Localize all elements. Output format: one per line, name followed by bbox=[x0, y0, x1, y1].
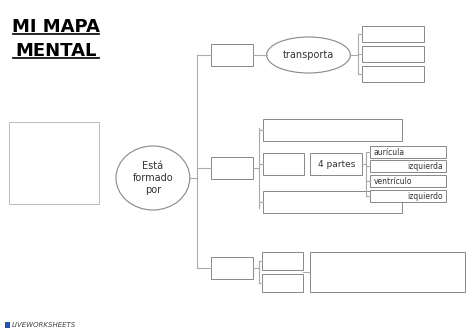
FancyBboxPatch shape bbox=[211, 157, 253, 179]
FancyBboxPatch shape bbox=[370, 175, 446, 187]
Bar bbox=[5, 322, 10, 328]
Ellipse shape bbox=[266, 37, 350, 73]
FancyBboxPatch shape bbox=[262, 274, 303, 292]
Text: transporta: transporta bbox=[283, 50, 334, 60]
FancyBboxPatch shape bbox=[263, 153, 304, 175]
Text: MI MAPA: MI MAPA bbox=[12, 18, 100, 36]
FancyBboxPatch shape bbox=[362, 46, 424, 62]
FancyBboxPatch shape bbox=[262, 252, 303, 270]
Text: LIVEWORKSHEETS: LIVEWORKSHEETS bbox=[12, 322, 76, 328]
FancyBboxPatch shape bbox=[370, 146, 446, 158]
FancyBboxPatch shape bbox=[370, 190, 446, 202]
FancyBboxPatch shape bbox=[211, 257, 253, 279]
Text: Está
formado
por: Está formado por bbox=[133, 161, 173, 195]
Text: izquierda: izquierda bbox=[407, 161, 443, 171]
Text: ventrículo: ventrículo bbox=[374, 177, 412, 186]
Text: 4 partes: 4 partes bbox=[318, 159, 355, 169]
FancyBboxPatch shape bbox=[263, 119, 402, 141]
FancyBboxPatch shape bbox=[362, 26, 424, 42]
Text: izquierdo: izquierdo bbox=[408, 192, 443, 201]
Text: aurícula: aurícula bbox=[374, 147, 404, 156]
FancyBboxPatch shape bbox=[9, 122, 99, 204]
FancyBboxPatch shape bbox=[263, 191, 402, 213]
FancyBboxPatch shape bbox=[310, 153, 362, 175]
FancyBboxPatch shape bbox=[310, 252, 465, 292]
FancyBboxPatch shape bbox=[211, 44, 253, 66]
Text: MENTAL: MENTAL bbox=[16, 42, 97, 60]
FancyBboxPatch shape bbox=[362, 66, 424, 82]
Ellipse shape bbox=[116, 146, 190, 210]
FancyBboxPatch shape bbox=[370, 160, 446, 172]
